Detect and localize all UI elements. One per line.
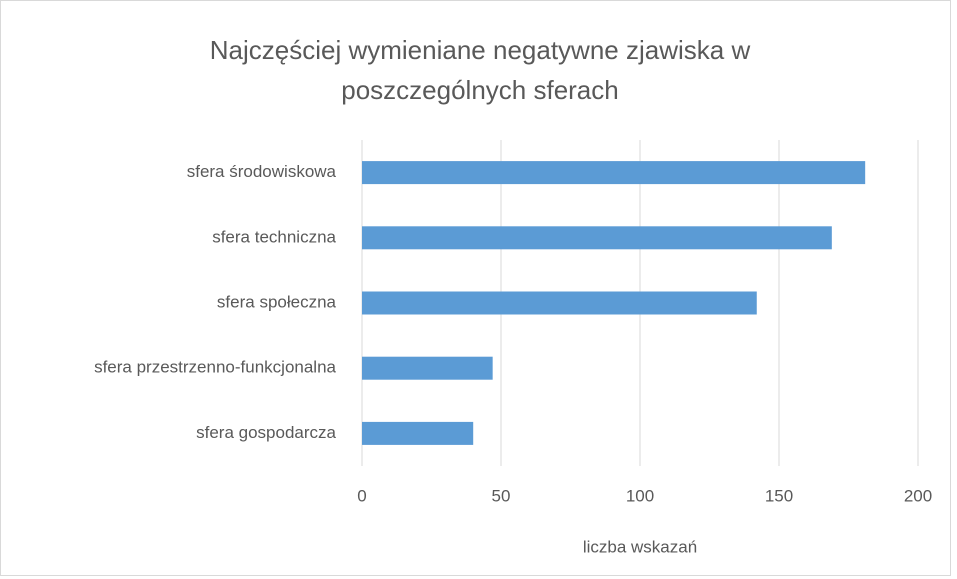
bar bbox=[362, 161, 866, 185]
x-tick-label: 50 bbox=[492, 486, 511, 505]
bar bbox=[362, 291, 757, 315]
bar bbox=[362, 356, 493, 380]
bar bbox=[362, 421, 474, 445]
y-tick-label: sfera gospodarcza bbox=[196, 423, 336, 442]
y-tick-label: sfera techniczna bbox=[212, 227, 336, 246]
x-tick-label: 150 bbox=[765, 486, 793, 505]
x-tick-label: 100 bbox=[626, 486, 654, 505]
bar bbox=[362, 226, 832, 250]
chart-title: Najczęściej wymieniane negatywne zjawisk… bbox=[209, 35, 751, 105]
y-tick-label: sfera społeczna bbox=[217, 292, 337, 311]
y-tick-label: sfera środowiskowa bbox=[187, 162, 337, 181]
x-tick-label: 0 bbox=[357, 486, 366, 505]
y-tick-label: sfera przestrzenno-funkcjonalna bbox=[94, 358, 336, 377]
x-tick-label: 200 bbox=[904, 486, 932, 505]
x-axis-label: liczba wskazań bbox=[583, 537, 697, 556]
